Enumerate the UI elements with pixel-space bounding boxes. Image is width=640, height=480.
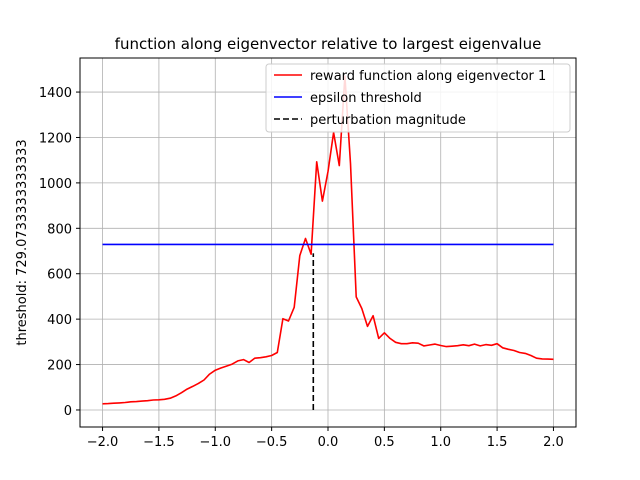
series-line-1 [102,75,554,405]
y-tick-label: 600 [47,268,72,283]
y-tick-label: 200 [47,359,72,374]
x-tick-label: 1.0 [430,435,451,450]
chart-title: function along eigenvector relative to l… [115,35,542,53]
x-tick-label: 0.0 [318,435,339,450]
x-tick-label: −1.5 [143,435,175,450]
legend-label-1: reward function along eigenvector 1 [310,69,546,84]
y-tick-label: 1000 [39,177,72,192]
x-tick-label: −2.0 [87,435,119,450]
x-tick-label: 0.5 [374,435,395,450]
x-tick-label: 1.5 [487,435,508,450]
x-tick-label: 2.0 [543,435,564,450]
y-tick-label: 0 [64,404,72,419]
y-tick-label: 1200 [39,131,72,146]
x-tick-label: −1.0 [199,435,231,450]
legend-label-3: perturbation magnitude [310,113,466,128]
y-tick-label: 1400 [39,86,72,101]
y-tick-label: 800 [47,222,72,237]
y-axis-label: threshold: 729.0733333333333 [15,139,30,345]
x-tick-label: −0.5 [256,435,288,450]
y-tick-label: 400 [47,313,72,328]
ticks: −2.0 −1.5 −1.0 −0.5 0.0 0.5 1.0 1.5 2.0 0 200 400 60… [39,86,564,450]
legend: reward function along eigenvector 1 epsil… [265,63,571,133]
legend-label-2: epsilon threshold [310,91,422,106]
series-layer [102,75,554,410]
legend-box [265,63,571,133]
